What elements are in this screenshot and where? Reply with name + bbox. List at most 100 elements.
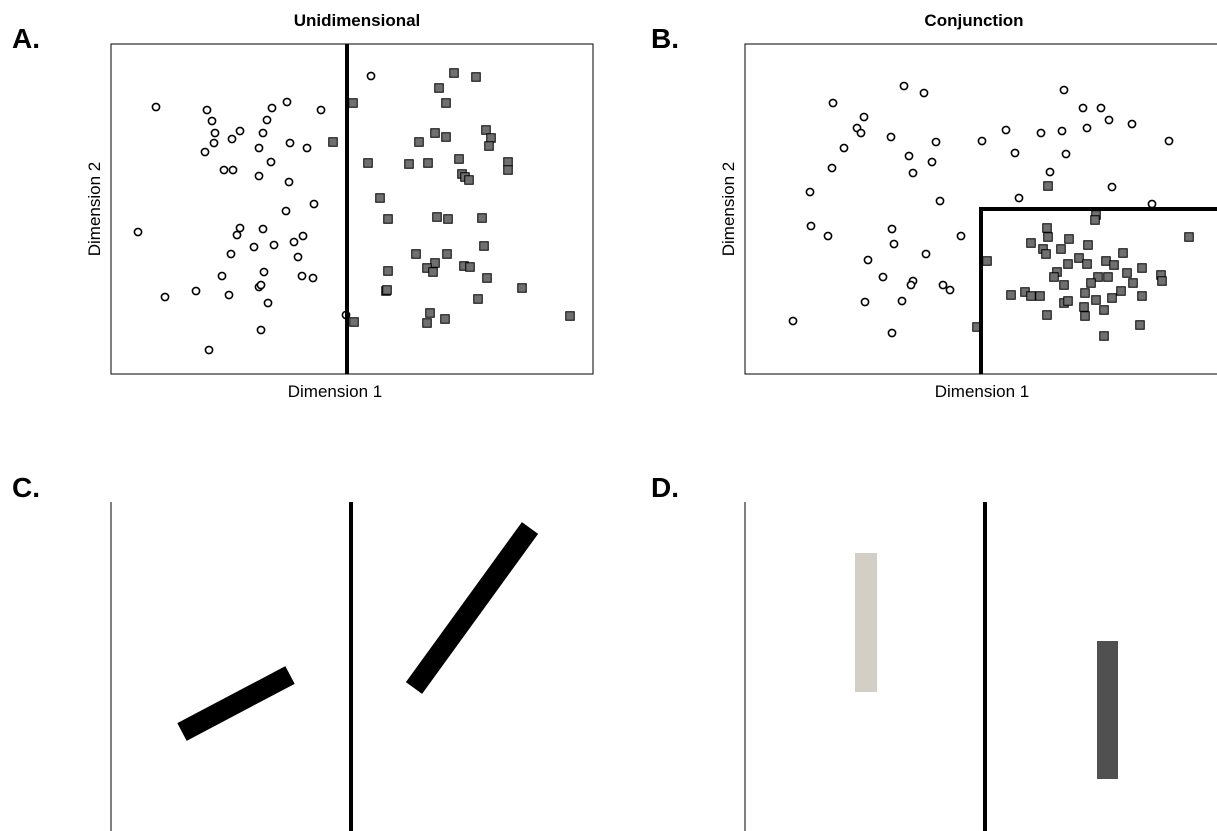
category-b-point [430, 128, 440, 138]
category-b-point [477, 213, 487, 223]
category-a-point [302, 143, 312, 153]
category-a-point [254, 143, 264, 153]
panel-a-letter: A. [12, 23, 40, 54]
category-a-point [258, 224, 268, 234]
category-b-point [1135, 320, 1145, 330]
category-a-point [263, 298, 273, 308]
category-a-point [856, 128, 866, 138]
category-a-point [262, 115, 272, 125]
category-a-point [1001, 125, 1011, 135]
category-a-point [919, 88, 929, 98]
panel-a-circle-points [133, 71, 376, 355]
category-a-point [1127, 119, 1137, 129]
panel-c-letter: C. [12, 472, 40, 503]
category-b-point [1118, 248, 1128, 258]
category-b-point [1026, 238, 1036, 248]
panel-a-title: Unidimensional [294, 11, 421, 30]
category-a-point [1057, 126, 1067, 136]
category-b-point [425, 308, 435, 318]
category-a-point [151, 102, 161, 112]
category-b-point [1035, 291, 1045, 301]
category-a-point [297, 271, 307, 281]
category-b-point [1099, 331, 1109, 341]
category-b-point [1157, 276, 1167, 286]
category-a-point [224, 290, 234, 300]
category-b-point [348, 98, 358, 108]
panel-b-title: Conjunction [924, 11, 1023, 30]
category-a-point [1059, 85, 1069, 95]
category-a-point [1036, 128, 1046, 138]
category-b-point [1042, 310, 1052, 320]
category-b-point [1059, 280, 1069, 290]
category-b-point [432, 212, 442, 222]
category-a-point [235, 223, 245, 233]
category-a-point [908, 168, 918, 178]
category-b-point [465, 262, 475, 272]
category-a-point [266, 157, 276, 167]
category-b-point [1042, 223, 1052, 233]
category-b-point [1006, 290, 1016, 300]
category-a-point [285, 138, 295, 148]
category-a-point [1078, 103, 1088, 113]
panel-b-letter: B. [651, 23, 679, 54]
category-b-point [383, 214, 393, 224]
category-b-point [565, 311, 575, 321]
category-b-point [383, 266, 393, 276]
category-b-point [1049, 272, 1059, 282]
category-b-point [328, 137, 338, 147]
category-b-point [440, 314, 450, 324]
category-b-point [1184, 232, 1194, 242]
category-b-point [375, 193, 385, 203]
panel-b-category-boundary [979, 207, 1217, 374]
category-b-point [1099, 305, 1109, 315]
category-b-point [363, 158, 373, 168]
category-a-point [1082, 123, 1092, 133]
category-b-point [1137, 263, 1147, 273]
category-b-point [411, 249, 421, 259]
panel-a-square-points [328, 68, 575, 328]
panel-b-square-points [972, 181, 1194, 341]
panel-d-letter: D. [651, 472, 679, 503]
category-b-point [1083, 240, 1093, 250]
category-b-point [1041, 249, 1051, 259]
category-a-point [133, 227, 143, 237]
category-a-point [859, 112, 869, 122]
category-a-point [805, 187, 815, 197]
category-a-point [828, 98, 838, 108]
category-b-point [982, 256, 992, 266]
category-b-point [473, 294, 483, 304]
category-a-point [860, 297, 870, 307]
category-a-point [863, 255, 873, 265]
category-b-point [503, 157, 513, 167]
category-a-point [1045, 167, 1055, 177]
category-b-point [349, 317, 359, 327]
panel-c: C. [12, 472, 539, 831]
panel-b-y-axis-label: Dimension 2 [719, 162, 738, 257]
category-a-point [931, 137, 941, 147]
category-b-point [464, 175, 474, 185]
category-b-point [1107, 293, 1117, 303]
category-a-point [249, 242, 259, 252]
panel-c-stimulus-bar-steep [405, 522, 539, 694]
category-a-point [219, 165, 229, 175]
category-b-point [1116, 286, 1126, 296]
category-b-point [1074, 253, 1084, 263]
category-a-point [228, 165, 238, 175]
category-a-point [878, 272, 888, 282]
panel-a-y-axis-label: Dimension 2 [85, 162, 104, 257]
category-a-point [366, 71, 376, 81]
category-a-point [298, 231, 308, 241]
category-a-point [160, 292, 170, 302]
category-a-point [977, 136, 987, 146]
category-a-point [886, 132, 896, 142]
category-b-point [1091, 295, 1101, 305]
category-b-point [1082, 259, 1092, 269]
category-b-point [1063, 296, 1073, 306]
category-b-point [1101, 256, 1111, 266]
category-b-point [503, 165, 513, 175]
category-b-point [1043, 181, 1053, 191]
category-a-point [1096, 103, 1106, 113]
category-b-point [482, 273, 492, 283]
category-a-point [1014, 193, 1024, 203]
